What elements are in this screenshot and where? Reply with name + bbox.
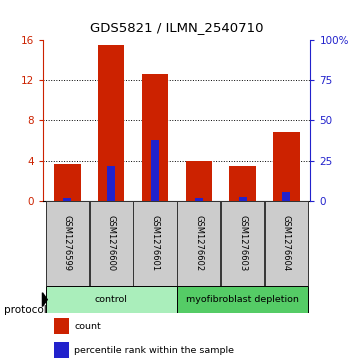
Bar [107, 166, 115, 201]
Bar [98, 45, 124, 201]
Text: protocol: protocol [4, 305, 46, 315]
Text: control: control [95, 295, 128, 304]
Bar [239, 197, 247, 201]
Text: GSM1276600: GSM1276600 [107, 215, 116, 272]
Bar [133, 201, 177, 286]
Text: GSM1276599: GSM1276599 [63, 215, 72, 271]
Bar [177, 286, 308, 313]
Bar [54, 342, 69, 358]
Bar [142, 74, 168, 201]
Bar [186, 160, 212, 201]
Bar [46, 201, 89, 286]
Text: myofibroblast depletion: myofibroblast depletion [186, 295, 299, 304]
Bar [265, 201, 308, 286]
Bar [230, 166, 256, 201]
Text: GSM1276602: GSM1276602 [194, 215, 203, 272]
Bar [54, 164, 81, 201]
Bar [177, 201, 221, 286]
Bar [90, 201, 133, 286]
Text: GDS5821 / ILMN_2540710: GDS5821 / ILMN_2540710 [90, 21, 264, 34]
Text: count: count [74, 322, 101, 331]
Polygon shape [43, 293, 47, 306]
Bar [221, 201, 264, 286]
Text: GSM1276603: GSM1276603 [238, 215, 247, 272]
Bar [151, 140, 159, 201]
Bar [195, 198, 203, 201]
Bar [46, 286, 177, 313]
Bar [54, 318, 69, 334]
Text: GSM1276604: GSM1276604 [282, 215, 291, 272]
Bar [64, 198, 71, 201]
Bar [282, 192, 290, 201]
Text: GSM1276601: GSM1276601 [151, 215, 160, 272]
Bar [273, 132, 300, 201]
Text: percentile rank within the sample: percentile rank within the sample [74, 346, 234, 355]
